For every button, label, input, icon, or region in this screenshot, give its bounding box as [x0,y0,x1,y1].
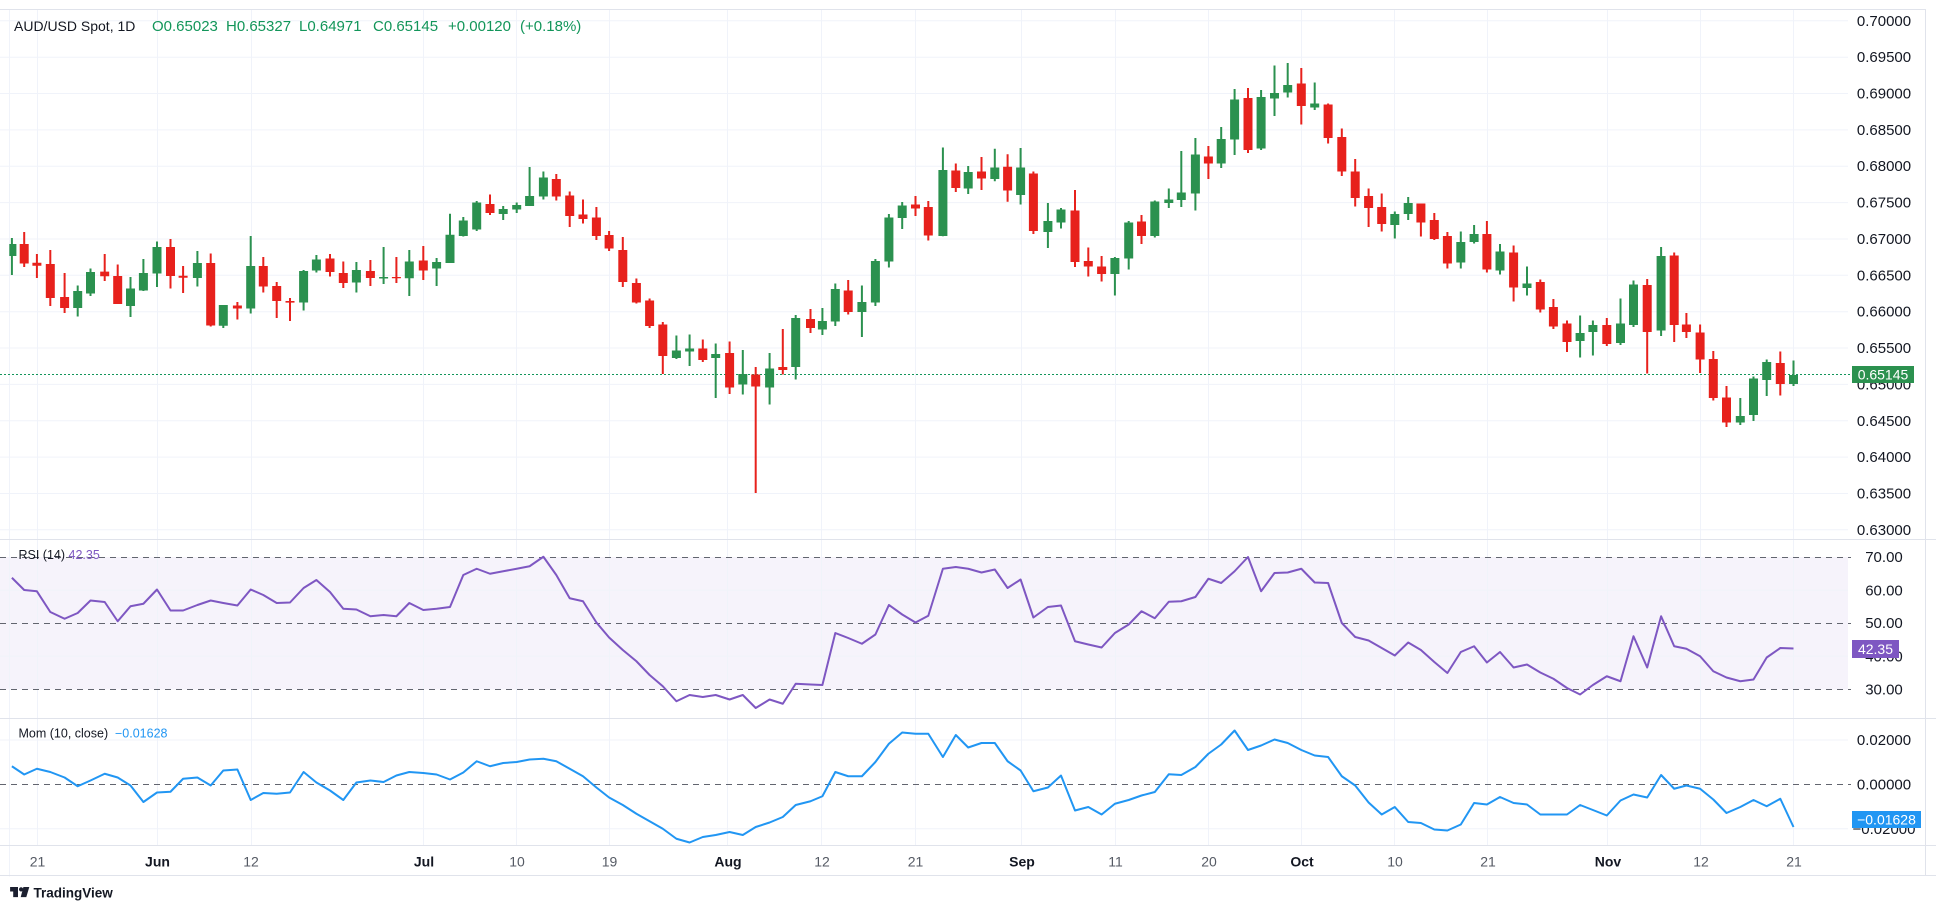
svg-text:RSI (14): RSI (14) [19,548,66,562]
svg-text:C0.65145: C0.65145 [373,18,438,35]
svg-text:21: 21 [1480,854,1496,870]
svg-text:0.65145: 0.65145 [1858,367,1909,383]
svg-text:0.00000: 0.00000 [1857,776,1911,793]
svg-text:Mom (10, close): Mom (10, close) [19,727,109,741]
svg-text:21: 21 [1786,854,1802,870]
svg-text:−0.01628: −0.01628 [1857,812,1916,828]
svg-text:0.67500: 0.67500 [1857,195,1911,212]
svg-text:0.68500: 0.68500 [1857,122,1911,139]
svg-text:AUD/USD Spot, 1D: AUD/USD Spot, 1D [14,18,135,34]
svg-text:0.69500: 0.69500 [1857,49,1911,66]
svg-text:12: 12 [1693,854,1709,870]
svg-text:0.67000: 0.67000 [1857,231,1911,248]
svg-text:21: 21 [908,854,924,870]
svg-text:0.66500: 0.66500 [1857,267,1911,284]
svg-text:L0.64971: L0.64971 [299,18,362,35]
svg-text:Aug: Aug [714,854,741,870]
svg-text:70.00: 70.00 [1865,549,1903,566]
svg-text:−0.01628: −0.01628 [115,727,168,741]
svg-text:+0.00120: +0.00120 [448,18,511,35]
svg-text:TradingView: TradingView [34,886,114,901]
svg-text:O0.65023: O0.65023 [152,18,218,35]
svg-text:0.64500: 0.64500 [1857,413,1911,430]
svg-text:21: 21 [30,854,46,870]
svg-text:Sep: Sep [1009,854,1035,870]
svg-text:10: 10 [509,854,525,870]
svg-text:(+0.18%): (+0.18%) [520,18,581,35]
svg-text:19: 19 [602,854,618,870]
svg-text:12: 12 [814,854,830,870]
svg-text:10: 10 [1387,854,1403,870]
svg-text:20: 20 [1201,854,1217,870]
svg-text:0.70000: 0.70000 [1857,13,1911,30]
svg-text:30.00: 30.00 [1865,681,1903,698]
svg-text:50.00: 50.00 [1865,615,1903,632]
svg-text:42.35: 42.35 [69,548,100,562]
svg-text:0.64000: 0.64000 [1857,449,1911,466]
svg-text:H0.65327: H0.65327 [226,18,291,35]
svg-text:0.66000: 0.66000 [1857,304,1911,321]
svg-text:11: 11 [1108,854,1123,870]
svg-text:Jun: Jun [145,854,170,870]
svg-text:Nov: Nov [1595,854,1622,870]
svg-text:0.63000: 0.63000 [1857,522,1911,539]
svg-text:60.00: 60.00 [1865,582,1903,599]
svg-text:0.63500: 0.63500 [1857,486,1911,503]
svg-text:Jul: Jul [414,854,434,870]
svg-text:0.69000: 0.69000 [1857,86,1911,103]
svg-text:0.68000: 0.68000 [1857,158,1911,175]
svg-text:Oct: Oct [1290,854,1314,870]
svg-text:42.35: 42.35 [1858,641,1893,657]
svg-text:0.65500: 0.65500 [1857,340,1911,357]
svg-text:12: 12 [243,854,259,870]
svg-text:0.02000: 0.02000 [1857,732,1911,749]
